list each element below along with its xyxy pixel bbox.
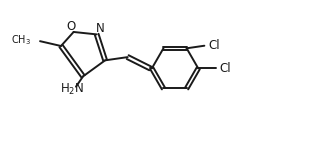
Text: N: N (96, 22, 105, 35)
Text: H$_2$N: H$_2$N (60, 82, 84, 97)
Text: Cl: Cl (208, 39, 220, 52)
Text: CH$_3$: CH$_3$ (11, 34, 31, 47)
Text: O: O (67, 20, 76, 33)
Text: Cl: Cl (220, 62, 231, 75)
